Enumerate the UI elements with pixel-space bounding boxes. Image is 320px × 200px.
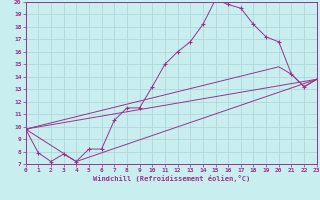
X-axis label: Windchill (Refroidissement éolien,°C): Windchill (Refroidissement éolien,°C) bbox=[92, 175, 250, 182]
